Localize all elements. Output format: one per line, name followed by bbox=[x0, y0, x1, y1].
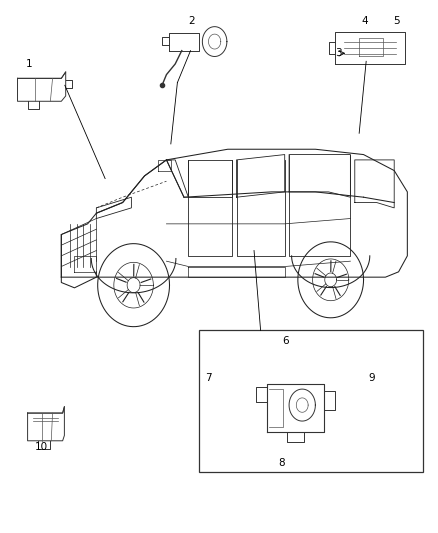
Text: 7: 7 bbox=[205, 373, 212, 383]
Text: 10: 10 bbox=[35, 442, 48, 453]
Text: 8: 8 bbox=[278, 458, 285, 469]
Text: 2: 2 bbox=[188, 16, 195, 26]
Text: 1: 1 bbox=[25, 59, 32, 69]
Text: 3: 3 bbox=[335, 48, 342, 58]
Text: 6: 6 bbox=[283, 336, 289, 346]
Text: 4: 4 bbox=[362, 16, 368, 26]
Text: 9: 9 bbox=[368, 373, 374, 383]
Text: 5: 5 bbox=[393, 16, 400, 26]
Bar bbox=[199, 330, 423, 472]
